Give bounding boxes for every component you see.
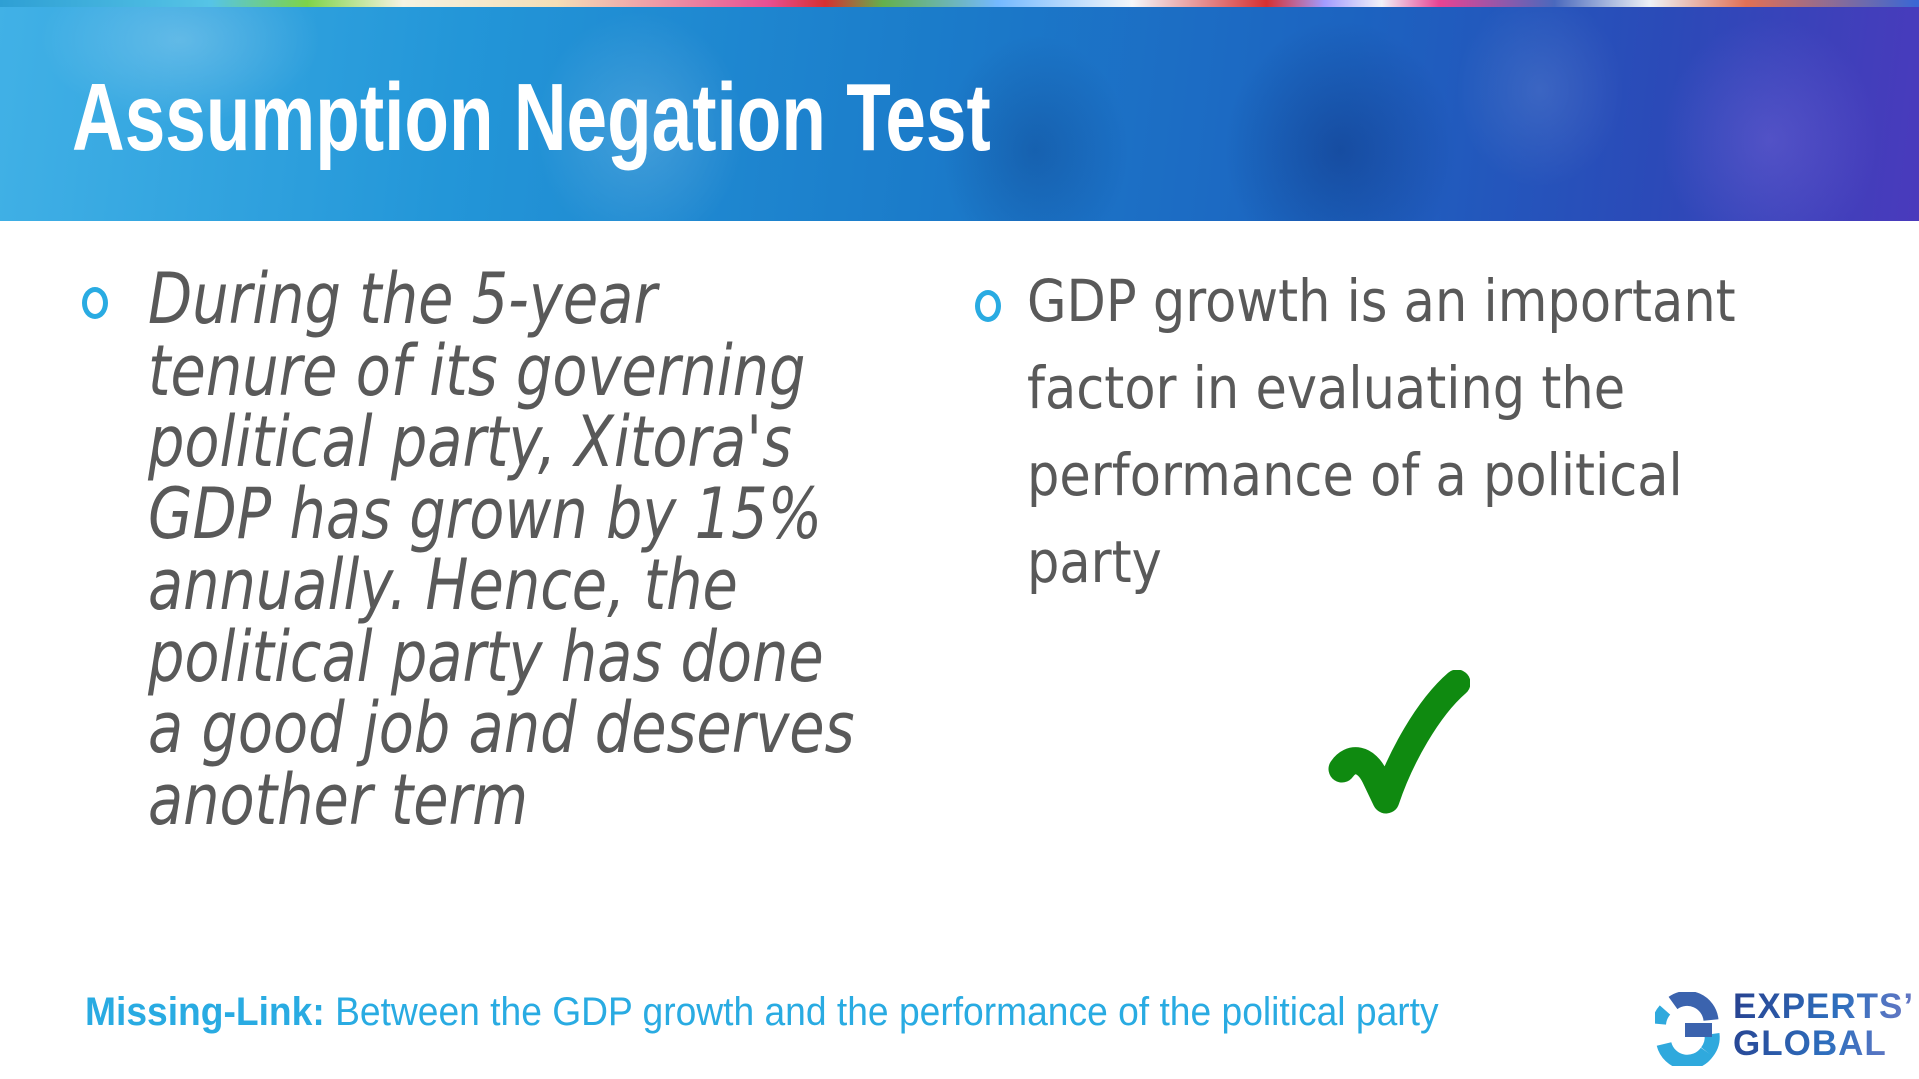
argument-line: political party, Xitora's (148, 401, 792, 483)
logo-word-global: GLOBAL (1733, 1024, 1887, 1063)
bullet-circle-icon (975, 290, 1001, 322)
argument-line: another term (148, 758, 529, 841)
argument-line: tenure of its governing (148, 329, 806, 412)
checkmark-icon (1328, 670, 1470, 814)
assumption-line: party (1027, 528, 1162, 596)
argument-line: GDP has grown by 15% (148, 472, 823, 555)
header-photo-strip (0, 0, 1919, 7)
assumption-line: factor in evaluating the (1027, 354, 1626, 422)
header-banner: Assumption Negation Test (0, 0, 1919, 221)
experts-global-logo-icon (1655, 992, 1720, 1066)
argument-line: During the 5-year (148, 258, 657, 340)
experts-global-logo: EXPERTS’ GLOBAL (1655, 992, 1919, 1072)
logo-word-experts: EXPERTS’ (1733, 987, 1915, 1026)
argument-text-block: During the 5-year tenure of its governin… (148, 258, 855, 841)
argument-line: political party has done (148, 615, 824, 698)
slide-title: Assumption Negation Test (72, 64, 991, 171)
argument-line: annually. Hence, the (148, 544, 738, 626)
assumption-line: performance of a political (1027, 441, 1683, 509)
missing-link-text: Between the GDP growth and the performan… (324, 990, 1439, 1034)
argument-line: a good job and deserves (148, 687, 855, 769)
missing-link-label: Missing-Link: (85, 990, 325, 1034)
experts-global-logo-text: EXPERTS’ GLOBAL (1733, 988, 1914, 1062)
assumption-line: GDP growth is an important (1027, 267, 1736, 335)
assumption-text-block: GDP growth is an important factor in eva… (1027, 258, 1736, 606)
bullet-circle-icon (82, 287, 108, 319)
missing-link-note: Missing-Link: Between the GDP growth and… (85, 990, 1439, 1034)
